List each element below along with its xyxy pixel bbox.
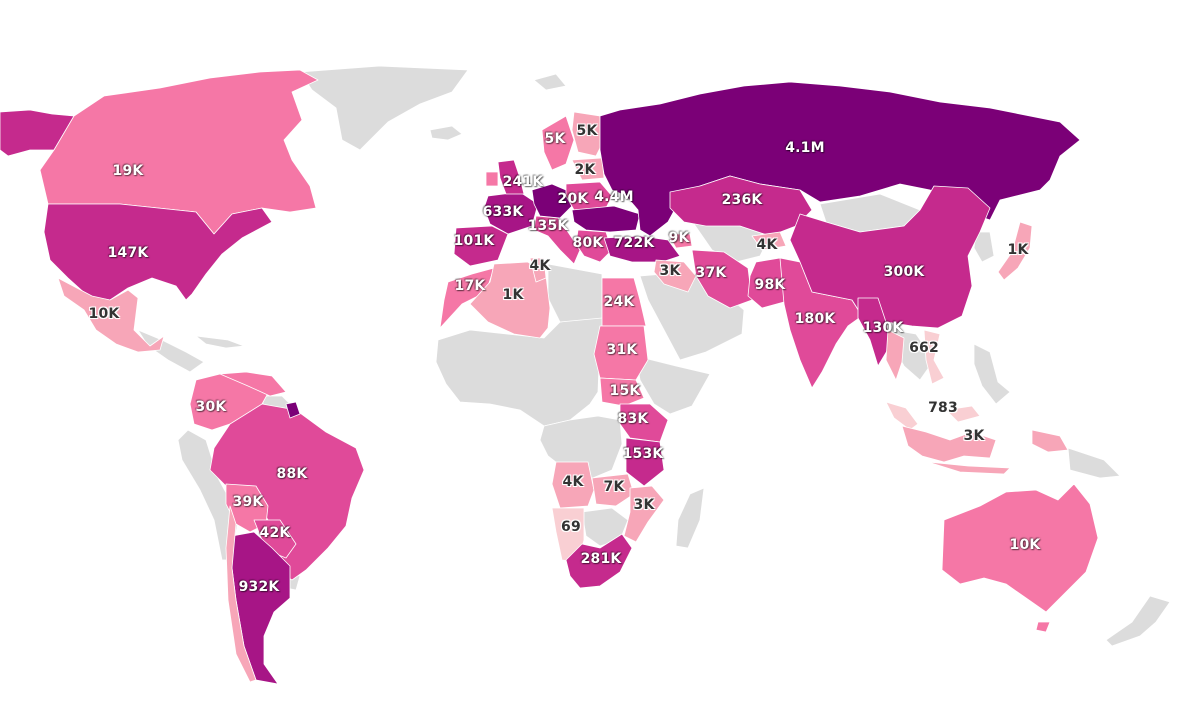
region-iran [691, 249, 753, 309]
region-ireland [485, 171, 499, 187]
region-kyrgyzstan [751, 231, 787, 251]
region-morocco [439, 267, 495, 329]
central-america-caribbean [137, 329, 245, 373]
north-west-africa [435, 315, 605, 427]
region-malaysia [885, 401, 981, 431]
new-zealand [1105, 595, 1171, 647]
region-latvia [571, 157, 605, 181]
greenland [299, 65, 469, 151]
region-zambia [591, 473, 635, 507]
region-kenya [619, 403, 669, 443]
region-vietnam [923, 329, 945, 385]
region-iraq [653, 259, 697, 293]
data-regions [0, 69, 1099, 685]
region-indonesia [901, 425, 1069, 475]
philippines [973, 343, 1011, 405]
region-thailand [885, 329, 905, 381]
region-south-africa [565, 533, 633, 589]
region-chile [225, 505, 257, 683]
horn-of-africa [635, 355, 711, 415]
region-georgia [667, 233, 693, 249]
region-venezuela [219, 371, 287, 397]
madagascar [675, 487, 705, 549]
region-south-sudan [599, 377, 645, 407]
korea [973, 231, 995, 263]
region-usa [43, 203, 273, 301]
iceland [429, 125, 463, 141]
region-myanmar [857, 297, 891, 367]
region-sudan [593, 325, 649, 381]
papua [1067, 447, 1121, 479]
region-mozambique [623, 485, 665, 543]
region-italy [533, 215, 581, 265]
region-germany [531, 183, 573, 219]
region-japan [997, 221, 1033, 281]
libya [547, 263, 603, 323]
region-suriname [285, 401, 301, 419]
region-tanzania [625, 437, 665, 487]
region-china [789, 185, 991, 329]
region-australia [941, 483, 1099, 633]
region-tunisia [529, 257, 547, 283]
region-balkans [575, 229, 613, 263]
region-sweden [541, 115, 575, 171]
region-spain [453, 225, 509, 267]
region-united-kingdom [497, 159, 525, 195]
region-angola [551, 461, 595, 509]
region-turkey [603, 235, 681, 263]
region-egypt [601, 277, 647, 327]
region-mexico [57, 277, 165, 353]
region-central-europe [571, 205, 641, 233]
svalbard-islands [533, 73, 567, 91]
region-finland [571, 111, 605, 157]
